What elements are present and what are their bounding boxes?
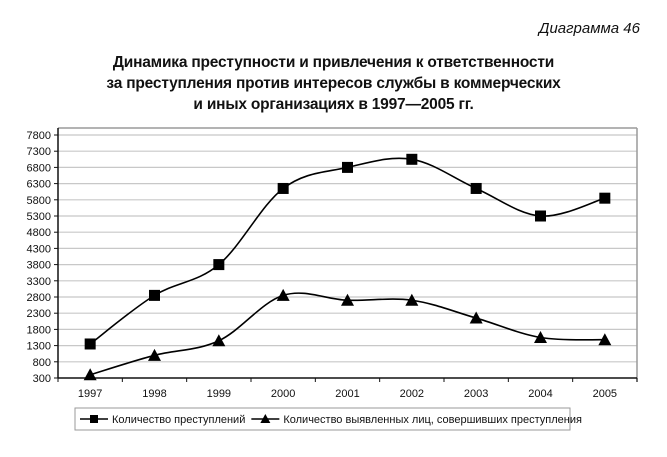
y-tick-label: 6300 [27, 179, 51, 191]
x-tick-label: 2002 [400, 388, 424, 400]
legend-label-crimes: Количество преступлений [112, 414, 245, 426]
triangle-marker-icon [83, 368, 97, 381]
y-tick-label: 800 [33, 357, 51, 369]
triangle-marker-icon [598, 333, 612, 346]
chart-title: Динамика преступности и привлечения к от… [0, 52, 667, 115]
x-tick-label: 1997 [78, 388, 102, 400]
series-persons [83, 288, 612, 381]
y-tick-label: 2800 [27, 292, 51, 304]
square-marker-icon [406, 153, 418, 165]
y-tick-label: 5800 [27, 195, 51, 207]
y-tick-label: 2300 [27, 308, 51, 320]
legend: Количество преступлений Количество выявле… [74, 407, 582, 431]
triangle-marker-icon [260, 414, 271, 423]
square-marker-icon [90, 415, 98, 423]
x-tick-label: 2005 [593, 388, 617, 400]
y-tick-label: 6800 [27, 162, 51, 174]
series-crimes [84, 153, 611, 350]
diagram-number: Диаграмма 46 [538, 20, 640, 37]
chart-title-line-2: за преступления против интересов службы … [106, 75, 561, 92]
y-tick-label: 7300 [27, 146, 51, 158]
x-tick-label: 2004 [528, 388, 552, 400]
chart-title-line-1: Динамика преступности и привлечения к от… [112, 54, 555, 71]
triangle-marker-icon [341, 293, 354, 306]
y-tick-label: 3300 [27, 276, 51, 288]
triangle-marker-icon [469, 311, 483, 324]
x-tick-label: 1999 [207, 388, 231, 400]
x-axis-ticks: 1997 1998 1999 2000 2001 2002 2003 2004 2005 [57, 378, 638, 400]
triangle-marker-icon [534, 331, 547, 343]
square-marker-icon [535, 210, 546, 222]
triangle-marker-icon [212, 334, 226, 347]
y-axis-ticks: 300 800 1300 1800 2300 2800 3300 3800 4300 4800 53… [27, 130, 58, 385]
x-tick-label: 1998 [142, 388, 166, 400]
chart-title-line-3: и иных организациях в 1997—2005 гг. [193, 96, 474, 113]
square-marker-icon [342, 161, 353, 173]
y-tick-label: 7800 [27, 130, 51, 142]
series-lines [83, 153, 612, 381]
legend-label-persons: Количество выявленных лиц, совершивших п… [283, 414, 582, 426]
square-marker-icon [470, 182, 482, 194]
y-tick-label: 3800 [27, 260, 51, 272]
square-marker-icon [599, 192, 611, 204]
triangle-marker-icon [276, 288, 290, 301]
square-marker-icon [84, 338, 96, 350]
y-tick-label: 4800 [27, 227, 51, 239]
y-tick-label: 1300 [27, 341, 51, 353]
x-tick-label: 2000 [271, 388, 295, 400]
triangle-marker-icon [148, 348, 161, 361]
x-tick-label: 2003 [464, 388, 488, 400]
y-tick-label: 5300 [27, 211, 51, 223]
square-marker-icon [277, 182, 289, 194]
y-tick-label: 4300 [27, 243, 51, 255]
axes [57, 127, 638, 382]
triangle-marker-icon [405, 293, 419, 306]
square-marker-icon [213, 259, 225, 271]
y-tick-label: 1800 [27, 324, 51, 336]
legend-box [74, 407, 571, 431]
x-tick-label: 2001 [335, 388, 359, 400]
y-tick-label: 300 [33, 373, 51, 385]
square-marker-icon [149, 289, 160, 301]
